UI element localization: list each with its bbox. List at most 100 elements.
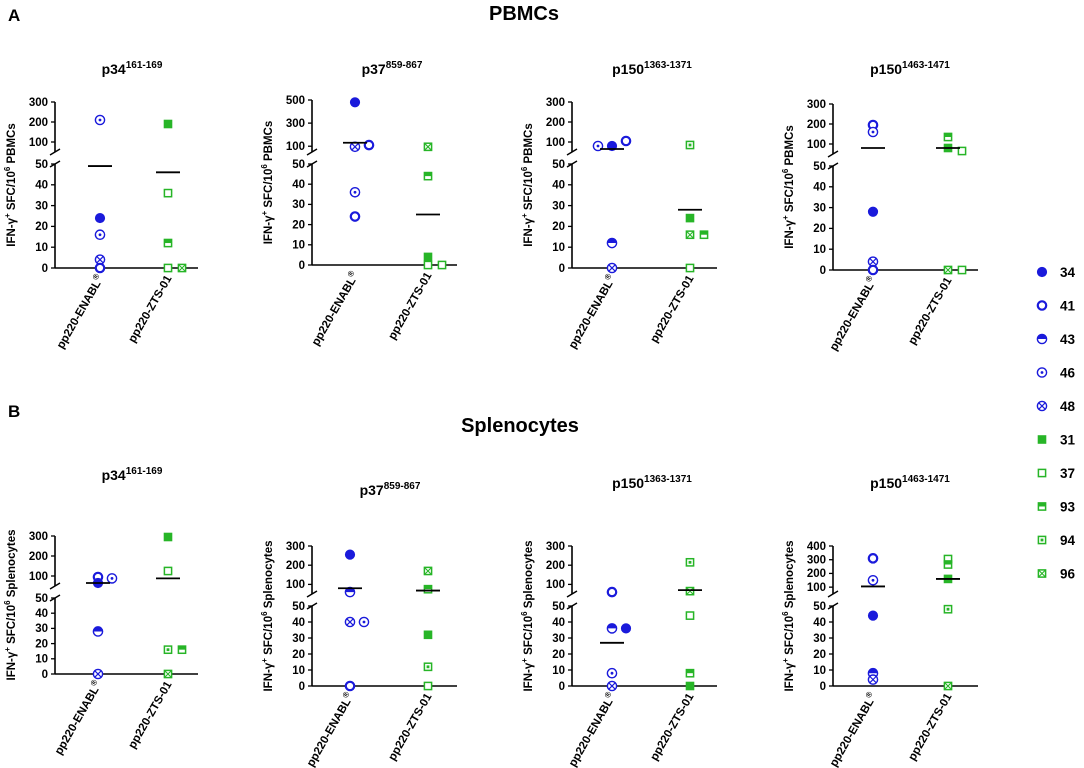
y-axis-label: IFN-γ+ SFC/106 Splenocytes [3,529,18,680]
x-category-text: pp220-ENABL [310,276,359,348]
y-tick-label: 50 [35,593,48,605]
marker-dot [1040,538,1044,542]
x-category-text: pp220-ZTS-01 [906,691,954,763]
marker-cross [96,256,104,264]
marker-shape [437,260,447,270]
y-axis-label-text: Splenocytes [523,540,535,611]
y-tick-label: 10 [292,665,305,677]
marker-shape [423,252,433,262]
y-tick-label: 20 [35,638,48,650]
legend-marker-43 [1036,333,1048,345]
x-category-mark: ® [603,690,614,700]
axis-break-mark [566,590,578,598]
marker-fill [1037,334,1047,339]
y-tick-label: 20 [813,649,826,661]
legend-label-93: 93 [1060,500,1076,515]
marker-shape [1037,468,1047,478]
y-axis-label-text: PBMCs [784,125,796,168]
y-axis-label-text: PBMCs [6,123,18,166]
marker-shape [349,211,361,222]
y-axis-label-text: SFC/10 [784,173,796,215]
y-tick-label: 30 [35,200,48,212]
y-axis-label-text: IFN-γ [263,215,275,244]
y-axis-label-superscript: + [520,658,529,663]
data-point-animal-46 [106,573,118,584]
marker-fill [424,585,432,590]
marker-cross [869,675,877,684]
y-tick-label: 200 [546,117,565,129]
axis-break-mark [306,148,318,156]
legend-marker-94 [1037,535,1047,545]
chart-title-base: p34 [102,61,126,77]
x-category-label: pp220-ZTS-01 [648,273,696,345]
marker-cross [944,266,952,274]
data-point-animal-96 [423,142,433,152]
y-tick-label: 100 [546,579,565,591]
y-tick-label: 10 [813,244,826,256]
axis-break-mark [49,148,61,156]
data-point-animal-93 [699,230,709,240]
y-tick-label: 200 [807,568,826,580]
marker-shape [957,265,967,275]
marker-dot [688,560,692,564]
y-tick-label: 40 [35,180,48,192]
data-point-animal-41 [867,264,879,276]
y-axis-label-text: IFN-γ [523,217,535,246]
data-point-animal-46 [94,114,106,126]
data-point-animal-46 [349,186,361,198]
data-point-animal-37 [423,260,433,270]
x-category-text: pp220-ZTS-01 [126,273,174,345]
marker-dot [353,190,357,194]
data-point-animal-96 [177,263,187,273]
legend-marker-96 [1037,569,1047,578]
marker-cross [608,682,616,690]
y-tick-label: 50 [813,601,826,613]
y-axis-label-text: SFC/10 [523,171,535,213]
y-axis-label-superscript: + [520,213,529,218]
y-tick-label: 300 [546,541,565,553]
data-point-animal-46 [358,616,370,628]
legend-marker-93 [1037,502,1047,511]
y-tick-label: 300 [807,99,826,111]
marker-shape [620,135,632,147]
marker-shape [867,553,879,564]
marker-shape [1037,435,1047,444]
y-axis-label-superscript: 6 [520,166,529,171]
y-axis-label-text: SFC/10 [6,171,18,213]
y-axis-label-text: IFN-γ [784,662,796,691]
marker-shape [163,532,173,542]
marker-shape [163,119,173,129]
y-tick-label: 30 [813,633,826,645]
data-point-animal-93 [685,668,695,678]
y-tick-label: 20 [292,649,305,661]
chart-panel-5: p34161-169 0 10 20 30 40 50 100 200 300 IFN-γ+ SFC… [3,466,198,757]
chart-title: p37859-867 [362,60,423,77]
data-point-animal-37 [437,260,447,270]
x-category-label: pp220-ENABL® [302,690,356,768]
y-tick-label: 50 [292,159,305,171]
data-point-animal-93 [943,132,953,142]
legend-marker-34 [1036,266,1048,278]
marker-shape [344,680,356,692]
data-point-animal-94 [423,662,433,672]
data-point-animal-96 [685,230,695,240]
data-point-animal-31 [423,630,433,640]
x-category-label: pp220-ZTS-01 [906,275,954,347]
data-point-animal-43 [92,626,104,637]
data-point-animal-37 [163,566,173,576]
y-tick-label: 50 [813,161,826,173]
data-point-animal-93 [423,584,433,594]
chart-title-superscript: 161-169 [126,60,163,71]
axis-break-mark [566,148,578,156]
y-axis-label-text: PBMCs [523,123,535,166]
data-point-animal-48 [344,616,356,628]
marker-cross [686,587,694,596]
y-tick-label: 20 [552,649,565,661]
chart-title-superscript: 1363-1371 [644,60,692,71]
y-tick-label: 40 [292,617,305,629]
marker-fill [607,623,617,629]
y-axis-label-text: Splenocytes [784,540,796,611]
data-point-animal-34 [94,212,106,224]
data-point-animal-96 [685,586,695,596]
marker-dot [688,143,692,147]
